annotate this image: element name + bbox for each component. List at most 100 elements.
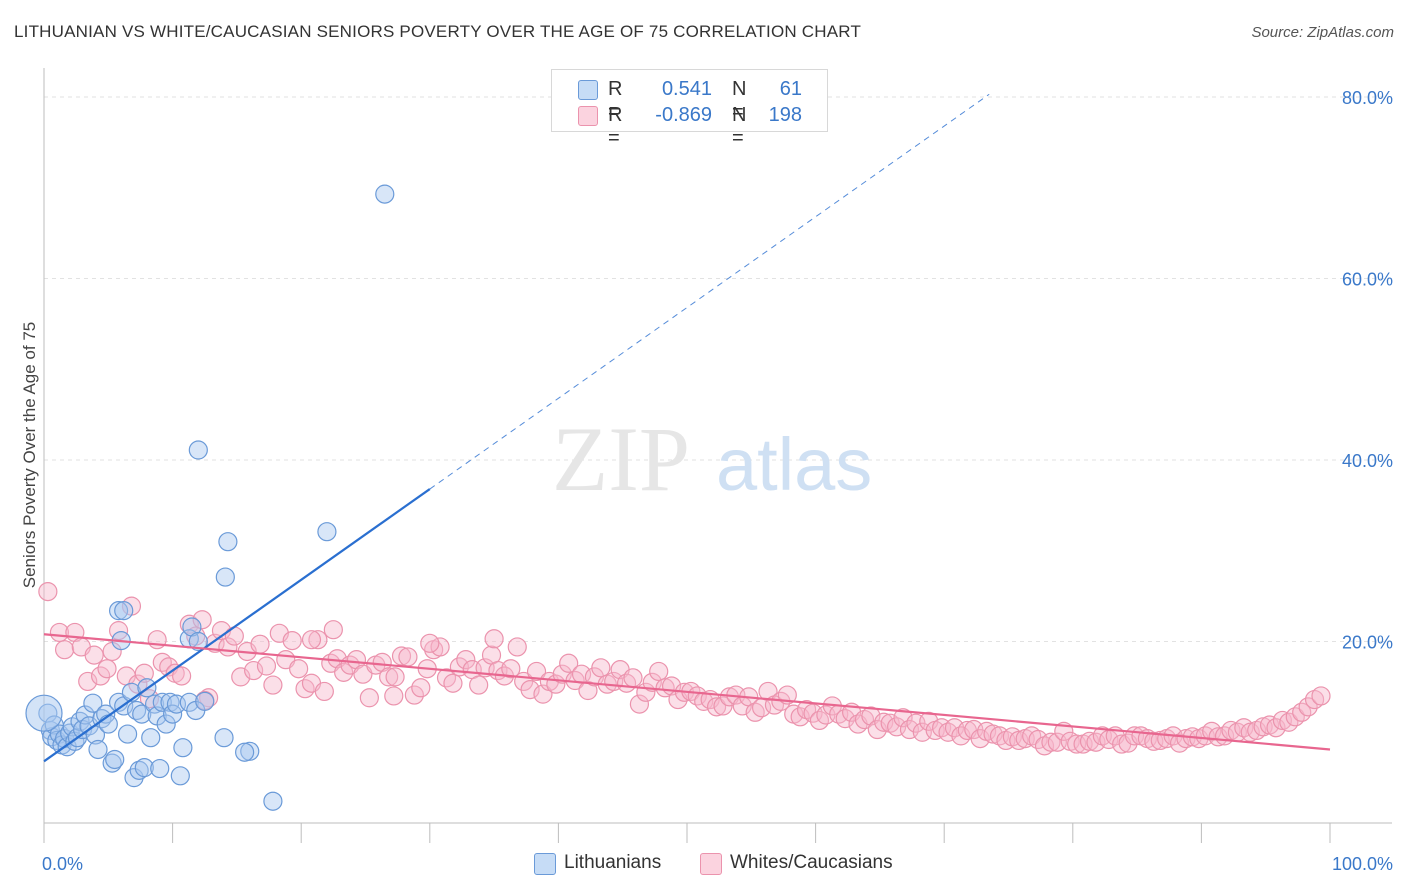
whites-point: [706, 697, 727, 717]
y-tick-label: 40.0%: [1342, 451, 1393, 471]
whites-point: [1298, 697, 1318, 717]
whites-point: [334, 662, 354, 682]
whites-point: [314, 681, 334, 702]
whites-point: [398, 647, 418, 667]
whites-point: [430, 637, 450, 657]
whites-point: [623, 668, 643, 688]
tick-labels: 20.0% 40.0% 60.0% 80.0% 0.0% 100.0%: [42, 88, 1393, 874]
whites-point: [456, 650, 476, 670]
whites-point: [443, 673, 463, 693]
lithuanians-point: [141, 728, 161, 748]
whites-point: [38, 581, 58, 602]
lithuanians-point: [173, 738, 193, 758]
whites-point: [84, 645, 104, 665]
y-axis-label: Seniors Poverty Over the Age of 75: [20, 321, 39, 589]
lithuanians-point: [263, 791, 283, 811]
legend-r-label: R =: [608, 78, 623, 123]
axes-layer: [43, 68, 1392, 843]
legend-swatch-whites: [578, 106, 598, 126]
whites-point: [559, 653, 579, 673]
y-tick-label: 20.0%: [1342, 633, 1393, 653]
lithuanians-point: [163, 704, 183, 724]
whites-point: [629, 694, 650, 714]
whites-trend-line: [43, 633, 1331, 751]
whites-point: [1150, 730, 1170, 751]
whites-point: [1009, 730, 1029, 751]
whites-point: [289, 659, 309, 679]
whites-point: [655, 678, 675, 698]
lithuanians-point: [188, 631, 208, 652]
whites-point: [134, 663, 154, 683]
grid-layer: [44, 96, 1392, 642]
lithuanians-trend-extension: [429, 93, 990, 490]
whites-point: [507, 637, 527, 657]
lithuanians-point: [102, 753, 122, 773]
lithuanians-point: [88, 739, 108, 760]
whites-point: [649, 661, 669, 682]
legend-n-label: N =: [732, 78, 747, 123]
lithuanians-point: [160, 692, 180, 712]
trend-layer: [43, 93, 1331, 763]
whites-point: [301, 630, 322, 650]
whites-point: [970, 729, 990, 749]
whites-point: [244, 660, 264, 681]
lithuanians-point: [108, 601, 129, 621]
whites-point: [379, 667, 399, 687]
lithuanians-point: [144, 694, 165, 714]
whites-point: [224, 626, 244, 646]
x-tick-label-max: 100.0%: [1332, 854, 1393, 874]
whites-point: [1041, 732, 1061, 752]
whites-point: [263, 675, 283, 695]
lithuanians-point: [134, 758, 154, 778]
legend-r-label: R =: [608, 104, 623, 149]
y-tick-label: 80.0%: [1342, 88, 1393, 108]
whites-point: [501, 659, 521, 679]
lithuanians-point: [150, 758, 170, 779]
lithuanians-point: [114, 601, 134, 621]
legend-n-value: 61: [779, 78, 802, 100]
whites-point: [484, 629, 504, 649]
whites-point: [411, 678, 431, 698]
bottom-legend-label-whites: Whites/Caucasians: [730, 852, 893, 873]
whites-point: [308, 630, 328, 650]
correlation-legend: R = 0.541 N = 61 R = -0.869 N = 198: [551, 69, 828, 149]
lithuanians-point: [214, 728, 234, 748]
legend-n-label: N =: [732, 104, 747, 149]
legend-r-value: -0.869: [655, 104, 712, 126]
whites-point: [179, 614, 199, 634]
whites-point: [54, 640, 75, 660]
whites-point: [323, 620, 343, 640]
whites-point: [385, 667, 405, 687]
lithuanians-point: [83, 693, 103, 713]
whites-point: [256, 656, 277, 676]
bottom-legend-swatch-lithuanians: [534, 853, 556, 875]
whites-point: [874, 712, 894, 732]
whites-point: [854, 709, 875, 730]
lithuanians-point: [98, 714, 118, 734]
whites-point: [384, 686, 404, 706]
legend-swatch-lithuanians: [578, 80, 598, 100]
whites-point: [1304, 689, 1325, 710]
whites-point: [591, 658, 611, 678]
whites-point: [282, 630, 302, 651]
chart-title: LITHUANIAN VS WHITE/CAUCASIAN SENIORS PO…: [14, 22, 862, 41]
lithuanians-points-group: [25, 184, 395, 811]
lithuanians-trend-line: [43, 488, 431, 763]
whites-point: [250, 634, 270, 654]
legend-r-value: 0.541: [661, 78, 712, 100]
lithuanians-point: [132, 704, 152, 724]
whites-point: [469, 675, 489, 695]
whites-point: [1022, 726, 1042, 746]
y-tick-label: 60.0%: [1342, 270, 1393, 290]
whites-point: [391, 646, 412, 666]
whites-point: [90, 666, 111, 686]
lithuanians-point: [156, 714, 176, 734]
whites-point: [172, 666, 192, 686]
source-label: Source: ZipAtlas.com: [1251, 24, 1394, 41]
whites-point: [520, 679, 540, 700]
watermark-zip: ZIP: [552, 408, 690, 510]
lithuanians-point: [188, 440, 208, 460]
whites-point: [97, 659, 117, 679]
lithuanians-point-large: [25, 694, 63, 732]
